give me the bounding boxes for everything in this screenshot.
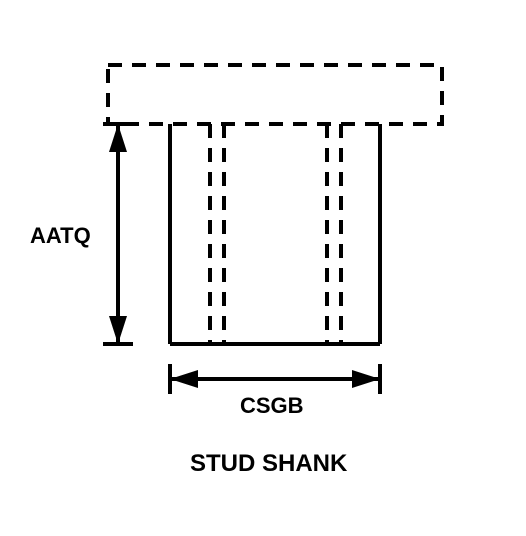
horizontal-dimension-label: CSGB: [240, 393, 304, 419]
vertical-dimension-label: AATQ: [30, 223, 91, 249]
diagram-container: AATQ CSGB STUD SHANK: [0, 0, 526, 531]
diagram-title: STUD SHANK: [190, 450, 347, 478]
